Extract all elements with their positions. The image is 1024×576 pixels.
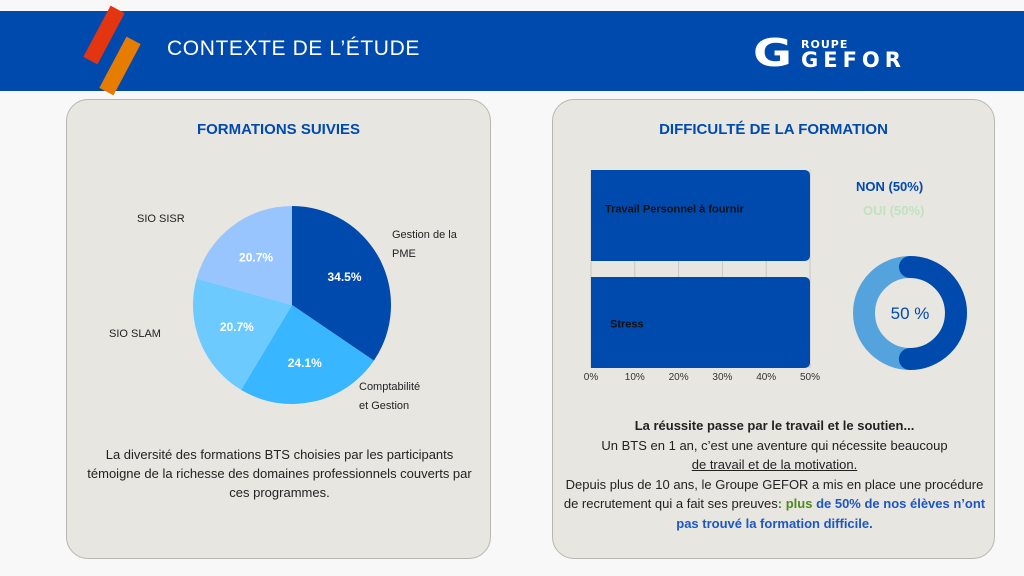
message-colon: : — [777, 496, 783, 511]
pie-slice — [292, 206, 391, 361]
pie-value-label: 24.1% — [288, 356, 322, 370]
message-line2: de travail et de la motivation. — [691, 457, 858, 472]
bar-category-label: Travail Personnel à fournir — [605, 204, 744, 216]
x-tick-label: 20% — [669, 372, 689, 383]
conclusion-message: La réussite passe par le travail et le s… — [563, 416, 986, 533]
pie-category-label: PME — [392, 248, 416, 260]
message-line3: Depuis plus de 10 ans, le Groupe GEFOR a… — [563, 476, 984, 512]
donut-segment-non — [853, 256, 967, 370]
pie-value-label: 20.7% — [239, 251, 273, 265]
formations-title: FORMATIONS SUIVIES — [196, 121, 361, 138]
page-title: CONTEXTE DE L’ÉTUDE — [167, 37, 420, 60]
header-bar — [0, 11, 1024, 91]
bar — [591, 170, 810, 261]
bar-category-label: Stress — [610, 319, 644, 331]
formations-pie-chart: 34.5% Gestion de la PME 24.1% Comptabilité et… — [109, 206, 458, 412]
difficulte-bar-chart: 0% 10% 20% 30% 40% 50% Travail Personnel à fou… — [584, 170, 820, 383]
pie-category-label: et Gestion — [359, 400, 409, 412]
pie-category-label: SIO SISR — [137, 213, 185, 225]
pie-value-label: 20.7% — [220, 320, 254, 334]
x-tick-label: 40% — [756, 372, 776, 383]
message-end: . — [869, 515, 873, 531]
formations-panel: FORMATIONS SUIVIES 34.5% Gestion de la PME… — [66, 99, 491, 559]
logo-top-text: ROUPE — [801, 38, 848, 51]
groupe-gefor-logo: G ROUPE GEFOR — [753, 36, 906, 70]
legend-non: NON (50%) — [856, 179, 924, 194]
message-highlight-blue: de 50% de nos élèves n’ont pas trouvé la… — [676, 496, 986, 531]
donut-center-label: 50 % — [891, 304, 930, 323]
x-tick-label: 50% — [800, 372, 820, 383]
message-highlight-green: plus — [782, 496, 813, 511]
pie-category-label: SIO SLAM — [109, 328, 161, 340]
message-line1: Un BTS en 1 an, c’est une aventure qui n… — [601, 437, 948, 453]
pie-slice — [193, 278, 292, 390]
pie-value-label: 34.5% — [327, 270, 361, 284]
legend-oui: OUI (50%) — [863, 203, 925, 218]
difficulte-panel: DIFFICULTÉ DE LA FORMATION 0% 10% 20% 30% 40… — [552, 99, 995, 559]
x-tick-label: 30% — [712, 372, 732, 383]
pie-slice — [241, 305, 374, 405]
logo-main-text: GEFOR — [801, 48, 906, 70]
x-tick-label: 10% — [625, 372, 645, 383]
message-heading: La réussite passe par le travail et le s… — [634, 418, 915, 433]
logo-initial: G — [753, 36, 792, 70]
pie-category-label: Comptabilité — [359, 381, 420, 393]
difficulte-donut-chart: 50 % — [853, 256, 967, 370]
pie-slice — [196, 206, 292, 305]
x-tick-label: 0% — [584, 372, 599, 383]
difficulte-title: DIFFICULTÉ DE LA FORMATION — [659, 121, 888, 138]
formations-description: La diversité des formations BTS choisies… — [87, 447, 472, 500]
pie-category-label: Gestion de la — [392, 229, 458, 241]
bar — [591, 277, 810, 368]
